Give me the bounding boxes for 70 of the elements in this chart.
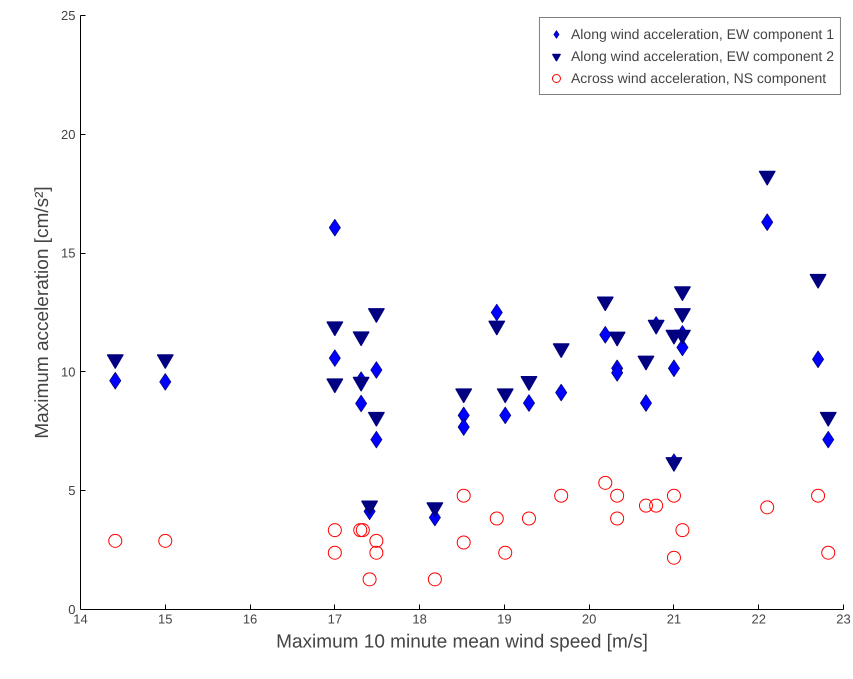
point: [811, 488, 826, 503]
point: [362, 572, 377, 586]
y-tick-label: 5: [68, 483, 76, 498]
x-tick-label: 15: [158, 612, 173, 626]
point: [674, 308, 691, 323]
point: [610, 488, 624, 503]
point: [596, 296, 614, 312]
point: [326, 321, 344, 336]
y-tick-label: 10: [61, 364, 76, 380]
point: [356, 523, 370, 538]
point: [368, 412, 385, 427]
point: [369, 546, 384, 560]
point: [520, 376, 538, 391]
point: [488, 320, 506, 336]
point: [368, 308, 385, 323]
point: [328, 546, 342, 560]
point: [648, 320, 665, 335]
point: [326, 378, 344, 394]
point: [428, 572, 442, 586]
x-tick-label: 22: [751, 612, 766, 626]
x-tick-label: 19: [497, 612, 512, 626]
x-tick-label: 16: [242, 612, 258, 626]
point: [675, 523, 690, 538]
y-tick-label: 20: [61, 126, 76, 142]
point: [156, 354, 174, 370]
point: [352, 376, 370, 392]
x-tick-label: 17: [328, 612, 342, 626]
x-tick-label: 20: [582, 612, 596, 626]
point: [490, 512, 504, 526]
x-axis-title: Maximum 10 minute mean wind speed [m/s]: [276, 632, 648, 652]
x-tick-label: 18: [412, 612, 427, 626]
y-tick-label: 15: [61, 246, 76, 261]
point: [666, 550, 681, 565]
x-tick-label: 23: [836, 612, 851, 626]
point: [638, 498, 653, 513]
point: [608, 332, 626, 346]
point: [760, 500, 774, 514]
point: [352, 331, 370, 346]
point: [637, 356, 654, 370]
point: [552, 343, 570, 358]
point: [496, 388, 514, 404]
point: [455, 388, 472, 404]
point: [108, 534, 122, 548]
y-tick-label: 0: [68, 602, 76, 617]
legend-label: Along wind acceleration, EW component 2: [570, 48, 834, 64]
point: [649, 498, 664, 513]
point: [106, 354, 124, 370]
point: [522, 512, 536, 526]
legend-label: Across wind acceleration, NS component: [570, 70, 826, 86]
point: [820, 412, 837, 427]
point: [369, 534, 384, 548]
x-tick-label: 21: [666, 612, 682, 626]
point: [498, 546, 512, 560]
point: [666, 488, 681, 503]
point: [598, 476, 612, 490]
y-axis-title: Maximum acceleration [cm/s²]: [32, 186, 54, 439]
point: [328, 523, 342, 538]
y-tick-label: 25: [61, 8, 76, 23]
point: [610, 512, 624, 526]
point: [821, 546, 836, 560]
point: [758, 170, 776, 186]
point: [456, 488, 471, 503]
point: [810, 274, 827, 289]
point: [554, 488, 568, 503]
point: [456, 536, 471, 550]
point: [353, 523, 368, 538]
point: [674, 330, 691, 345]
legend-label: Along wind acceleration, EW component 1: [570, 26, 834, 42]
point: [674, 286, 691, 302]
point: [158, 534, 172, 548]
